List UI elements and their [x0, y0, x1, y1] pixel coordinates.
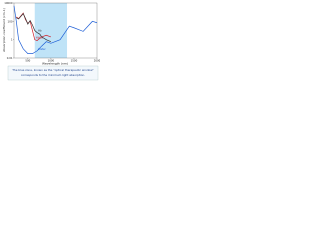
x-tick-label: 1500	[71, 59, 78, 63]
y-axis-label: Absorption coefficient (cm-1)	[2, 8, 6, 52]
x-tick-label: 2000	[94, 59, 100, 63]
chart: Absorption coefficient (cm-1) Wavelength…	[0, 0, 101, 86]
caption-box	[7, 65, 99, 81]
x-axis-label: Wavelength (nm)	[42, 62, 68, 66]
therapeutic-window	[34, 3, 68, 58]
y-tick-label: 10000	[4, 1, 13, 5]
plot-frame	[13, 2, 98, 59]
y-tick-label: 100	[8, 19, 13, 23]
y-tick-label: 1	[11, 38, 13, 42]
series-label: HbO2	[36, 36, 44, 40]
series-line	[13, 5, 98, 54]
y-tick-label: 0.01	[7, 56, 13, 60]
series-label: Water	[38, 47, 47, 51]
x-tick-label: 1000	[48, 59, 55, 63]
caption-line: corresponds to the minimum light absorpt…	[21, 73, 85, 77]
series-label: Hb	[38, 29, 42, 33]
series-line	[16, 12, 52, 43]
caption-line: The blue zone, known as the "optical the…	[11, 68, 94, 72]
x-tick-label: 500	[25, 59, 30, 63]
